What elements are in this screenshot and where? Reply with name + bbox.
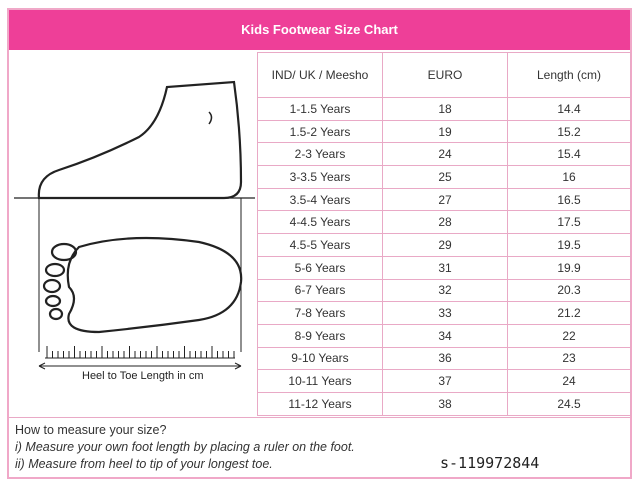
length-cell: 14.4 bbox=[507, 97, 631, 121]
length-cell: 19.5 bbox=[507, 233, 631, 257]
size-cell: 4-4.5 Years bbox=[257, 210, 383, 235]
table-row: 1.5-2 Years 19 15.2 bbox=[257, 119, 631, 144]
size-cell: 5-6 Years bbox=[257, 255, 383, 280]
size-cell: 1.5-2 Years bbox=[257, 119, 383, 144]
length-cell: 15.4 bbox=[507, 142, 631, 167]
size-table: IND/ UK / Meesho EURO Length (cm) 1-1.5 … bbox=[257, 52, 631, 416]
table-row: 8-9 Years 34 22 bbox=[257, 323, 631, 348]
euro-cell: 36 bbox=[382, 346, 508, 371]
size-cell: 10-11 Years bbox=[257, 369, 383, 393]
length-cell: 21.2 bbox=[507, 301, 631, 325]
euro-cell: 27 bbox=[382, 187, 508, 212]
chart-frame bbox=[7, 8, 632, 479]
instructions-heading: How to measure your size? bbox=[15, 423, 167, 437]
length-cell: 15.2 bbox=[507, 119, 631, 144]
euro-cell: 31 bbox=[382, 255, 508, 280]
euro-cell: 19 bbox=[382, 119, 508, 144]
euro-cell: 29 bbox=[382, 233, 508, 257]
foot-side-view-icon bbox=[37, 80, 243, 200]
length-cell: 24.5 bbox=[507, 391, 631, 416]
table-row: 3-3.5 Years 25 16 bbox=[257, 165, 631, 189]
header-euro: EURO bbox=[382, 52, 508, 98]
foot-diagram bbox=[9, 52, 257, 416]
header-length: Length (cm) bbox=[507, 52, 631, 98]
table-row: 7-8 Years 33 21.2 bbox=[257, 301, 631, 325]
length-cell: 16 bbox=[507, 165, 631, 189]
size-cell: 3.5-4 Years bbox=[257, 187, 383, 212]
length-cell: 20.3 bbox=[507, 278, 631, 303]
size-cell: 8-9 Years bbox=[257, 323, 383, 348]
table-row: 5-6 Years 31 19.9 bbox=[257, 255, 631, 280]
chart-title: Kids Footwear Size Chart bbox=[9, 10, 630, 50]
table-row: 11-12 Years 38 24.5 bbox=[257, 391, 631, 416]
length-cell: 16.5 bbox=[507, 187, 631, 212]
table-row: 4-4.5 Years 28 17.5 bbox=[257, 210, 631, 235]
size-cell: 6-7 Years bbox=[257, 278, 383, 303]
table-row: 10-11 Years 37 24 bbox=[257, 369, 631, 393]
size-cell: 9-10 Years bbox=[257, 346, 383, 371]
table-row: 4.5-5 Years 29 19.5 bbox=[257, 233, 631, 257]
table-row: 2-3 Years 24 15.4 bbox=[257, 142, 631, 167]
instructions-step-1: i) Measure your own foot length by placi… bbox=[15, 440, 355, 454]
header-ind-uk: IND/ UK / Meesho bbox=[257, 52, 383, 98]
table-row: 1-1.5 Years 18 14.4 bbox=[257, 97, 631, 121]
euro-cell: 37 bbox=[382, 369, 508, 393]
instructions-step-2: ii) Measure from heel to tip of your lon… bbox=[15, 457, 273, 471]
euro-cell: 32 bbox=[382, 278, 508, 303]
euro-cell: 24 bbox=[382, 142, 508, 167]
table-row: 3.5-4 Years 27 16.5 bbox=[257, 187, 631, 212]
length-cell: 17.5 bbox=[507, 210, 631, 235]
size-cell: 4.5-5 Years bbox=[257, 233, 383, 257]
euro-cell: 28 bbox=[382, 210, 508, 235]
size-cell: 3-3.5 Years bbox=[257, 165, 383, 189]
foot-sole-icon bbox=[66, 236, 243, 334]
watermark: s-119972844 bbox=[440, 454, 540, 472]
length-cell: 24 bbox=[507, 369, 631, 393]
table-row: 9-10 Years 36 23 bbox=[257, 346, 631, 371]
diagram-label: Heel to Toe Length in cm bbox=[82, 370, 204, 382]
euro-cell: 25 bbox=[382, 165, 508, 189]
euro-cell: 38 bbox=[382, 391, 508, 416]
size-cell: 7-8 Years bbox=[257, 301, 383, 325]
instructions: How to measure your size? i) Measure you… bbox=[9, 417, 630, 477]
size-cell: 11-12 Years bbox=[257, 391, 383, 416]
table-row: 6-7 Years 32 20.3 bbox=[257, 278, 631, 303]
euro-cell: 18 bbox=[382, 97, 508, 121]
length-cell: 23 bbox=[507, 346, 631, 371]
length-cell: 19.9 bbox=[507, 255, 631, 280]
length-cell: 22 bbox=[507, 323, 631, 348]
size-cell: 2-3 Years bbox=[257, 142, 383, 167]
euro-cell: 34 bbox=[382, 323, 508, 348]
euro-cell: 33 bbox=[382, 301, 508, 325]
size-cell: 1-1.5 Years bbox=[257, 97, 383, 121]
